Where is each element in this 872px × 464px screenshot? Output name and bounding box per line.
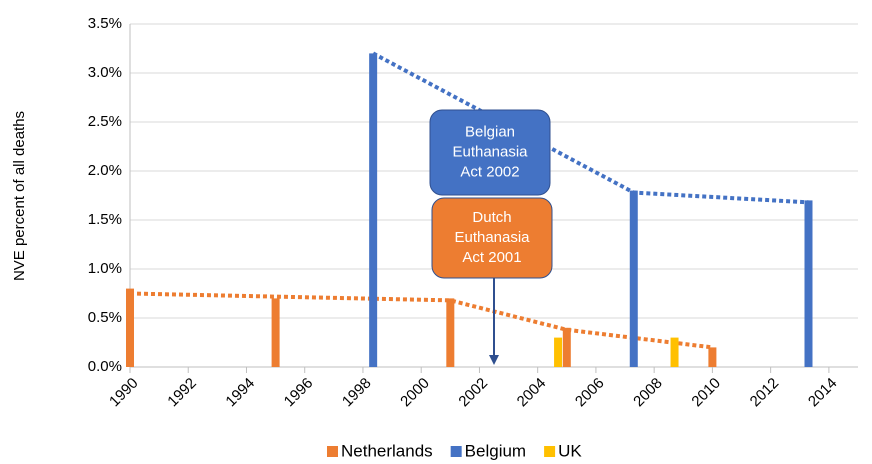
y-tick-label: 3.5% <box>88 15 122 32</box>
x-tick-label: 1992 <box>164 375 200 411</box>
x-tick-label: 1996 <box>281 375 317 411</box>
bar <box>629 190 638 367</box>
bar <box>271 298 280 367</box>
y-tick-label: 1.0% <box>88 260 122 277</box>
bar <box>369 53 378 368</box>
bar <box>670 337 679 367</box>
y-axis-title: NVE percent of all deaths <box>11 111 28 281</box>
x-tick-label: 1994 <box>222 375 258 411</box>
x-tick-label: 2004 <box>514 375 550 411</box>
y-tick-label: 0.0% <box>88 358 122 375</box>
bar <box>554 337 563 367</box>
x-tick-label: 1998 <box>339 375 375 411</box>
bar <box>804 200 813 367</box>
legend-swatch <box>544 446 556 457</box>
bar <box>708 347 717 367</box>
bar <box>126 288 134 367</box>
legend-label: UK <box>558 441 582 460</box>
annotation-text: Euthanasia <box>452 143 528 160</box>
legend-swatch <box>450 446 462 457</box>
bar <box>446 298 455 367</box>
x-tick-label: 2008 <box>630 375 666 411</box>
x-tick-label: 2010 <box>688 375 724 411</box>
legend-swatch <box>327 446 338 457</box>
x-tick-label: 2000 <box>397 375 433 411</box>
annotation-box <box>431 197 553 279</box>
trend-line <box>129 291 713 350</box>
x-tick-label: 1990 <box>106 375 142 411</box>
trend-line <box>372 51 809 205</box>
y-tick-label: 1.5% <box>88 211 122 228</box>
x-tick-label: 2002 <box>455 375 491 411</box>
annotation-text: Act 2002 <box>460 163 519 180</box>
x-tick-label: 2014 <box>805 375 841 411</box>
arrow-head <box>489 355 499 365</box>
y-tick-label: 3.0% <box>88 64 122 81</box>
annotation-text: Euthanasia <box>454 229 530 246</box>
x-tick-label: 2012 <box>747 375 783 411</box>
bar <box>562 327 571 367</box>
annotation-box <box>429 109 551 196</box>
y-tick-label: 2.0% <box>88 162 122 179</box>
y-tick-label: 0.5% <box>88 309 122 326</box>
annotation-text: Dutch <box>472 209 511 226</box>
annotation-text: Act 2001 <box>462 249 521 266</box>
legend-label: Netherlands <box>341 441 433 460</box>
y-tick-label: 2.5% <box>88 113 122 130</box>
legend-label: Belgium <box>465 441 526 460</box>
annotation-text: Belgian <box>465 123 515 140</box>
x-tick-label: 2006 <box>572 375 608 411</box>
